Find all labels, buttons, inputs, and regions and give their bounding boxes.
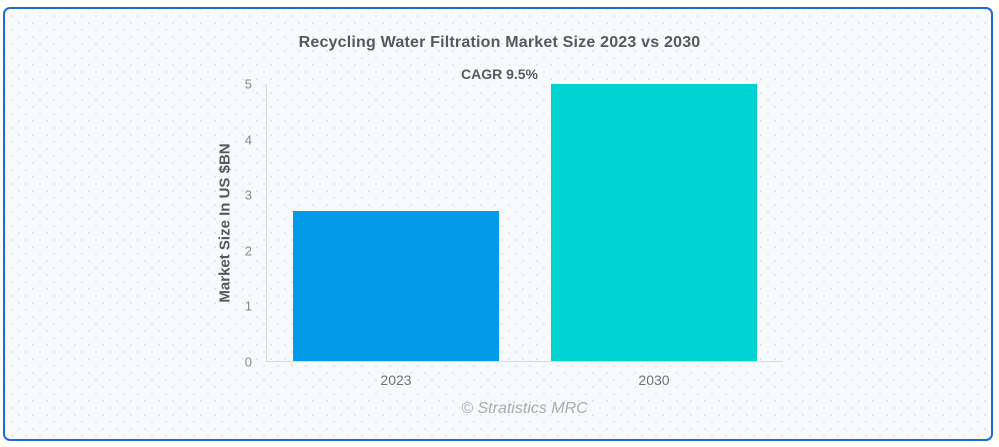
x-tick-label: 2030 [638, 372, 670, 388]
y-tick-label: 0 [244, 354, 252, 370]
y-tick-label: 2 [244, 243, 252, 259]
y-tick-label: 5 [244, 76, 252, 92]
chart-title: Recycling Water Filtration Market Size 2… [298, 34, 701, 51]
cagr-label: CAGR 9.5% [460, 66, 539, 82]
bars: 2023 2030 [267, 84, 783, 388]
bar-2030 [551, 84, 757, 361]
y-tick-label: 3 [244, 187, 252, 203]
bar-2023 [293, 211, 499, 361]
y-tick-label: 4 [244, 132, 252, 148]
bar-group-2030: 2030 [551, 84, 757, 388]
y-axis-ticks: 0 1 2 3 4 5 [0, 77, 266, 370]
x-tick-label: 2023 [380, 372, 412, 388]
bar-group-2023: 2023 [293, 84, 499, 388]
y-tick-label: 1 [244, 298, 252, 314]
plot-area: 2023 2030 [266, 84, 783, 388]
attribution-text: © Stratistics MRC [461, 400, 588, 417]
